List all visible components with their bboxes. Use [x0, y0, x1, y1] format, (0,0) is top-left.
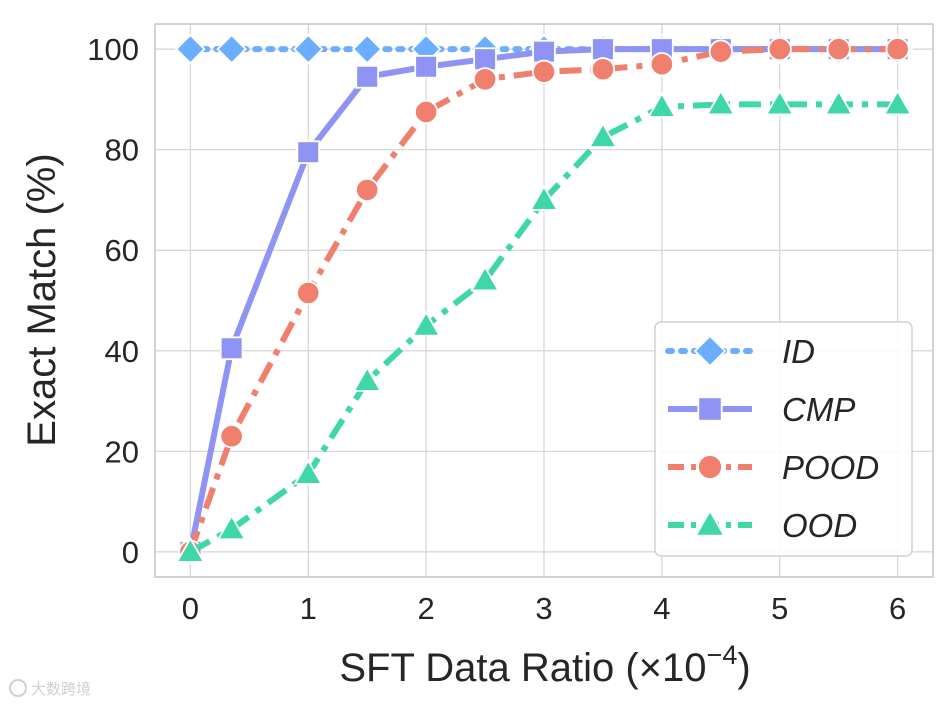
data-point-ood — [411, 310, 441, 337]
legend-entry-ood: OOD — [668, 507, 857, 544]
data-point-cmp — [296, 140, 321, 165]
y-tick-label: 20 — [105, 434, 139, 469]
data-point-cmp — [473, 47, 497, 72]
data-point-cmp — [219, 336, 244, 361]
x-tick-label: 1 — [300, 591, 317, 626]
x-axis-label-close: ) — [737, 646, 750, 690]
data-point-pood — [767, 37, 792, 62]
y-tick-label: 0 — [122, 535, 139, 570]
legend-entry-pood: POOD — [668, 449, 879, 486]
legend: ID CMP POOD OOD — [654, 321, 913, 557]
watermark: 大数跨境 — [9, 679, 91, 698]
data-point-ood — [529, 184, 559, 211]
data-point-pood — [296, 280, 321, 306]
series-layer — [175, 33, 913, 564]
x-tick-label: 3 — [535, 591, 552, 626]
watermark-text: 大数跨境 — [31, 680, 91, 698]
data-point-ood — [293, 458, 324, 485]
data-point-id — [292, 33, 324, 65]
legend-label: POOD — [782, 449, 879, 486]
y-tick-label: 80 — [105, 133, 139, 168]
data-point-pood — [590, 57, 616, 82]
legend-label: OOD — [782, 507, 857, 544]
watermark-logo-icon — [9, 679, 27, 697]
legend-entry-cmp: CMP — [668, 391, 855, 428]
data-point-ood — [352, 365, 383, 392]
data-point-pood — [708, 39, 733, 64]
legend-label: CMP — [782, 391, 855, 428]
y-tick-label: 40 — [105, 334, 139, 369]
data-point-id — [216, 33, 247, 65]
data-point-cmp — [532, 39, 556, 64]
y-tick-label: 100 — [87, 32, 139, 67]
data-point-ood — [470, 265, 500, 292]
data-point-pood — [885, 37, 910, 62]
data-point-ood — [588, 121, 618, 148]
y-axis-label: Exact Match (%) — [20, 153, 64, 446]
legend-entry-id: ID — [665, 333, 815, 370]
data-point-ood — [823, 89, 854, 116]
data-point-cmp — [355, 64, 380, 89]
x-axis-label-exponent: −4 — [707, 640, 738, 670]
plot-frame — [154, 23, 934, 578]
x-tick-label: 2 — [417, 591, 434, 626]
data-point-pood — [649, 52, 674, 77]
data-point-pood — [531, 59, 557, 84]
data-point-cmp — [414, 54, 438, 79]
series-ood — [175, 89, 913, 563]
x-tick-label: 6 — [889, 591, 906, 626]
legend-marker-diamond — [693, 334, 727, 368]
data-point-ood — [175, 536, 206, 563]
data-point-pood — [219, 424, 244, 449]
x-axis-label: SFT Data Ratio (×10−4) — [339, 640, 750, 690]
data-point-ood — [882, 89, 913, 116]
legend-marker-triangle — [694, 508, 726, 537]
x-tick-label: 0 — [182, 591, 199, 626]
x-axis-label-main: SFT Data Ratio (×10 — [339, 646, 706, 690]
data-point-pood — [826, 37, 851, 62]
data-point-id — [175, 33, 206, 65]
y-tick-label: 60 — [105, 233, 139, 268]
legend-frame — [654, 321, 913, 557]
x-tick-label: 5 — [771, 591, 788, 626]
data-point-ood — [705, 89, 736, 116]
data-point-cmp — [591, 37, 615, 61]
data-point-pood — [414, 99, 439, 125]
data-point-pood — [472, 67, 498, 92]
data-point-ood — [764, 89, 795, 116]
axes-spines — [154, 23, 934, 578]
data-point-id — [351, 33, 383, 65]
data-point-ood — [216, 514, 247, 541]
data-point-pood — [355, 177, 380, 202]
data-point-ood — [647, 91, 677, 118]
legend-marker-circle — [697, 454, 723, 480]
legend-label: ID — [782, 333, 815, 370]
x-tick-label: 4 — [653, 591, 670, 626]
legend-marker-square — [697, 396, 723, 422]
